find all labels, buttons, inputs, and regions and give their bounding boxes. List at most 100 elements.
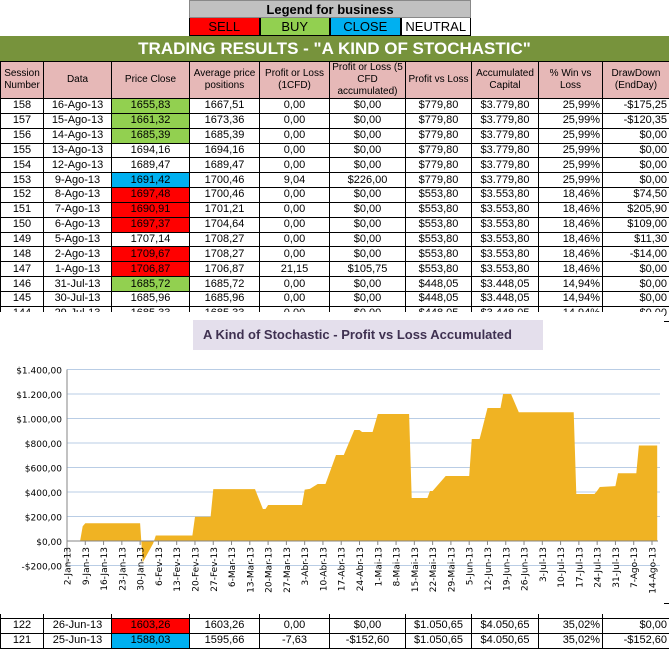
cell: 25,99% bbox=[539, 128, 603, 143]
cell: $448,05 bbox=[406, 291, 472, 306]
price-close-cell: 1690,91 bbox=[112, 202, 190, 217]
x-tick-label: 9-Jan-13 bbox=[82, 547, 92, 585]
cell: $0,00 bbox=[330, 113, 406, 128]
cell: $779,80 bbox=[406, 128, 472, 143]
price-close-cell: 1685,72 bbox=[112, 277, 190, 292]
cell: 121 bbox=[1, 633, 44, 648]
cell: 18,46% bbox=[539, 217, 603, 232]
cell: $553,80 bbox=[406, 202, 472, 217]
column-header: Average price positions bbox=[190, 62, 260, 99]
x-tick-label: 12-Jun-13 bbox=[484, 547, 494, 591]
cell: $0,00 bbox=[603, 262, 669, 277]
cell: $0,00 bbox=[330, 291, 406, 306]
cell: 25,99% bbox=[539, 143, 603, 158]
cell: 150 bbox=[1, 217, 44, 232]
x-tick-label: 30-Jan-13 bbox=[137, 547, 147, 591]
cell: 156 bbox=[1, 128, 44, 143]
cell: 151 bbox=[1, 202, 44, 217]
cell: $0,00 bbox=[330, 158, 406, 173]
price-close-cell: 1697,37 bbox=[112, 217, 190, 232]
cell: 154 bbox=[1, 158, 44, 173]
column-header: Session Number bbox=[1, 62, 44, 99]
cell: 2-Ago-13 bbox=[44, 247, 112, 262]
cell: $0,00 bbox=[330, 277, 406, 292]
x-tick-label: 29-Mai-13 bbox=[447, 547, 457, 592]
cell: 6-Ago-13 bbox=[44, 217, 112, 232]
cell: 147 bbox=[1, 262, 44, 277]
cell: 0,00 bbox=[260, 113, 330, 128]
column-header: % Win vs Loss bbox=[539, 62, 603, 99]
cell: 35,02% bbox=[539, 633, 603, 648]
cell: $0,00 bbox=[603, 128, 669, 143]
cell: $553,80 bbox=[406, 217, 472, 232]
legend-buy: BUY bbox=[260, 18, 331, 36]
cell: 1673,36 bbox=[190, 113, 260, 128]
x-tick-label: 31-Jul-13 bbox=[612, 547, 622, 588]
x-tick-label: 22-Mai-13 bbox=[429, 547, 439, 592]
cell: 25,99% bbox=[539, 99, 603, 114]
cell: 149 bbox=[1, 232, 44, 247]
cell: 1667,51 bbox=[190, 99, 260, 114]
y-tick-label: $0,00 bbox=[36, 538, 62, 548]
column-header: Price Close bbox=[112, 62, 190, 99]
cell: 1706,87 bbox=[190, 262, 260, 277]
cell: $0,00 bbox=[603, 158, 669, 173]
cell: 14,94% bbox=[539, 277, 603, 292]
cell: $0,00 bbox=[603, 277, 669, 292]
cell: $0,00 bbox=[330, 232, 406, 247]
column-header: Profit or Loss (1CFD) bbox=[260, 62, 330, 99]
cell: 0,00 bbox=[260, 143, 330, 158]
x-tick-label: 20-Mar-13 bbox=[265, 547, 275, 593]
cell: $3.779,80 bbox=[472, 143, 539, 158]
cell: 0,00 bbox=[260, 188, 330, 203]
cell: 122 bbox=[1, 618, 44, 633]
cell: $553,80 bbox=[406, 188, 472, 203]
cell: 1685,39 bbox=[190, 128, 260, 143]
cell: 8-Ago-13 bbox=[44, 188, 112, 203]
cell: $3.553,80 bbox=[472, 202, 539, 217]
x-tick-label: 27-Mar-13 bbox=[283, 547, 293, 593]
cell: $3.779,80 bbox=[472, 173, 539, 188]
x-tick-label: 2-Jan-13 bbox=[64, 547, 74, 585]
x-tick-label: 27-Fev-13 bbox=[210, 547, 220, 592]
column-header: Profit vs Loss bbox=[406, 62, 472, 99]
report-title: TRADING RESULTS - "A KIND OF STOCHASTIC" bbox=[0, 36, 669, 61]
cell: $3.553,80 bbox=[472, 217, 539, 232]
x-tick-label: 1-Mai-13 bbox=[374, 547, 384, 586]
cell: 155 bbox=[1, 143, 44, 158]
cell: $1.050,65 bbox=[406, 633, 472, 648]
cell: 1603,26 bbox=[190, 618, 260, 633]
price-close-cell: 1603,26 bbox=[112, 618, 190, 633]
y-tick-label: $1.200,00 bbox=[16, 391, 62, 401]
price-close-cell: 1694,16 bbox=[112, 143, 190, 158]
x-tick-label: 3-Abr-13 bbox=[301, 547, 311, 585]
cell: 15-Ago-13 bbox=[44, 113, 112, 128]
cell: 1685,96 bbox=[190, 291, 260, 306]
price-close-cell: 1661,32 bbox=[112, 113, 190, 128]
cell: $74,50 bbox=[603, 188, 669, 203]
cell: 0,00 bbox=[260, 277, 330, 292]
cell: $205,90 bbox=[603, 202, 669, 217]
cell: 25,99% bbox=[539, 173, 603, 188]
cell: 18,46% bbox=[539, 232, 603, 247]
legend-close: CLOSE bbox=[330, 18, 401, 36]
y-tick-label: $1.400,00 bbox=[16, 367, 62, 377]
x-tick-label: 16-Jan-13 bbox=[100, 547, 110, 591]
cell: $553,80 bbox=[406, 262, 472, 277]
cell: $3.779,80 bbox=[472, 99, 539, 114]
x-tick-label: 13-Fev-13 bbox=[173, 547, 183, 592]
x-tick-label: 14-Ago-13 bbox=[649, 547, 659, 594]
x-tick-label: 23-Jan-13 bbox=[118, 547, 128, 591]
cell: 1704,64 bbox=[190, 217, 260, 232]
